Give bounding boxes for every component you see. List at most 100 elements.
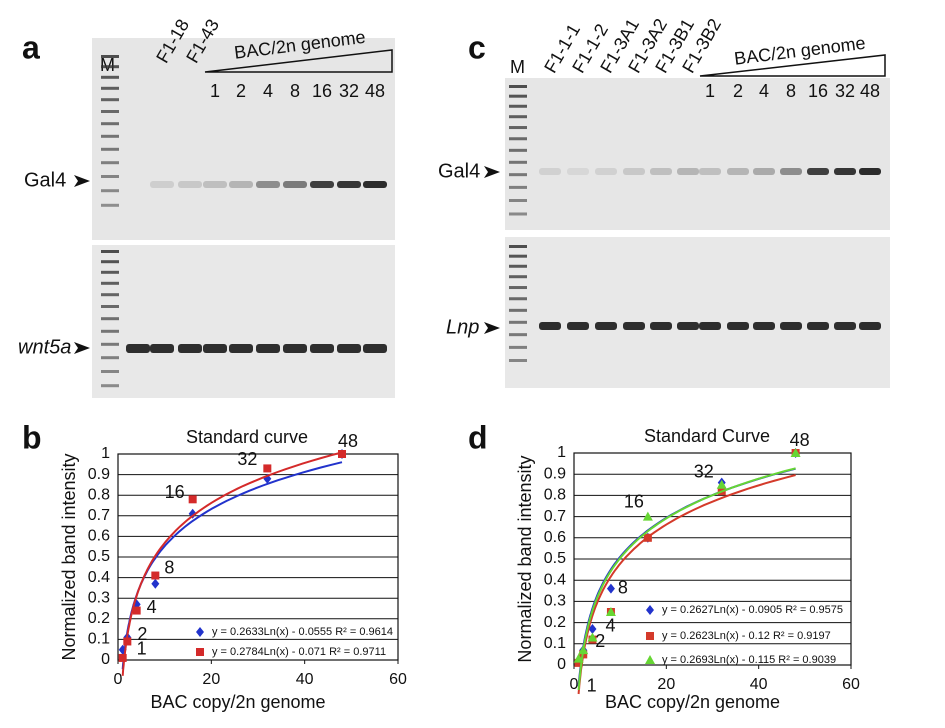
ladder-band <box>509 320 527 324</box>
point <box>263 464 272 473</box>
band <box>753 168 775 175</box>
arrow <box>74 175 90 187</box>
copy-label: 8 <box>786 81 796 101</box>
ladder-band <box>509 275 527 279</box>
ladder-band <box>509 254 527 258</box>
ladder-band <box>101 250 119 253</box>
wedge <box>699 54 886 77</box>
point <box>188 495 197 504</box>
copy-label: 1 <box>210 81 220 101</box>
band <box>310 181 334 188</box>
y-tick-label: 1 <box>557 444 566 461</box>
band <box>834 168 856 175</box>
ladder-band <box>101 342 119 346</box>
copy-label: 32 <box>339 81 359 101</box>
ladder-band <box>509 199 527 202</box>
band <box>623 322 645 330</box>
point-label: 8 <box>164 557 174 577</box>
ladder-band <box>509 115 527 119</box>
band <box>859 322 881 330</box>
legend-entry: y = 0.2633Ln(x) - 0.0555 R² = 0.9614 <box>212 626 393 638</box>
y-tick-label: 0.6 <box>88 528 110 545</box>
point <box>605 607 616 616</box>
ladder-band <box>101 189 119 193</box>
ladder-band <box>509 126 527 130</box>
point-label: 4 <box>147 597 157 617</box>
band <box>178 344 202 353</box>
copy-label: 4 <box>759 81 769 101</box>
legend-entry: y = 0.2627Ln(x) - 0.0905 R² = 0.9575 <box>662 604 843 616</box>
point <box>606 583 615 594</box>
x-axis-label: BAC copy/2n genome <box>605 692 780 712</box>
point <box>123 637 132 646</box>
band <box>807 168 829 175</box>
y-tick-label: 0.8 <box>88 486 110 503</box>
y-tick-label: 0.4 <box>88 569 110 586</box>
gel-image <box>505 237 890 388</box>
marker-label: M <box>510 57 525 77</box>
point-label: 16 <box>165 482 185 502</box>
band <box>337 181 361 188</box>
band <box>780 322 802 330</box>
ladder-band <box>509 212 527 216</box>
copy-label: 2 <box>733 81 743 101</box>
band <box>567 322 589 330</box>
point <box>574 658 583 667</box>
point <box>642 511 653 521</box>
ladder-band <box>509 286 527 290</box>
copy-label: 8 <box>290 81 300 101</box>
band <box>283 344 307 353</box>
ladder-band <box>101 122 119 126</box>
y-tick-label: 0.4 <box>544 571 566 588</box>
x-tick-label: 20 <box>202 671 220 688</box>
ladder-band <box>101 175 119 178</box>
ladder-band <box>101 147 119 151</box>
band <box>567 168 589 175</box>
trendline <box>121 451 343 676</box>
ladder-band <box>101 281 119 285</box>
ladder-band <box>101 110 119 113</box>
band <box>727 168 749 175</box>
chart-title: Standard curve <box>186 427 308 447</box>
ladder-band <box>101 203 119 207</box>
point <box>118 653 127 662</box>
point <box>573 653 584 663</box>
band <box>699 322 721 330</box>
x-tick-label: 60 <box>842 676 860 693</box>
y-tick-label: 0.7 <box>544 508 566 525</box>
band <box>126 344 150 353</box>
point <box>646 632 654 640</box>
point <box>587 632 598 642</box>
band <box>727 322 749 330</box>
band <box>623 168 645 175</box>
gel-image <box>92 245 395 398</box>
panel-letter: a <box>22 29 40 65</box>
point <box>578 645 589 655</box>
arrow <box>74 342 90 354</box>
ladder-band <box>509 137 527 141</box>
y-tick-label: 0.7 <box>88 507 110 524</box>
band-label: Gal4 <box>438 160 480 182</box>
point <box>790 448 801 457</box>
ladder-band <box>509 264 527 268</box>
copy-label: 16 <box>312 81 332 101</box>
y-tick-label: 0.1 <box>88 631 110 648</box>
plot-frame <box>117 453 399 661</box>
band <box>595 168 617 175</box>
y-tick-label: 0.5 <box>88 548 110 565</box>
gel-image <box>505 78 890 230</box>
legend-entry: y = 0.2623Ln(x) - 0.12 R² = 0.9197 <box>662 630 831 642</box>
ladder-band <box>101 161 119 165</box>
point-label: 2 <box>137 624 147 644</box>
band <box>203 344 227 353</box>
x-tick-label: 60 <box>389 671 407 688</box>
ladder-band <box>101 384 119 388</box>
point-label: 48 <box>338 431 358 451</box>
x-tick-label: 40 <box>296 671 314 688</box>
point-label: 4 <box>605 616 615 636</box>
band <box>595 322 617 330</box>
band <box>256 344 280 353</box>
point <box>588 623 597 634</box>
marker-label: M <box>100 55 115 75</box>
ladder-band <box>509 94 527 98</box>
